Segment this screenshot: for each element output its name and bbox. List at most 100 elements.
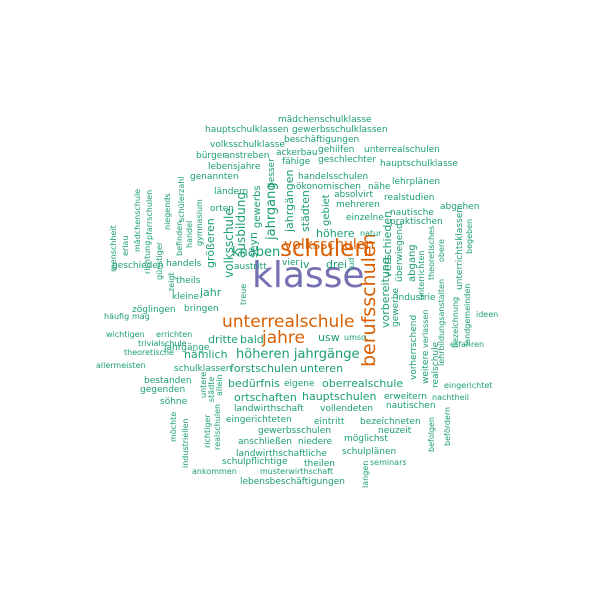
- word-nachtheil: nachtheil: [432, 393, 470, 402]
- word-erlau: erlau: [121, 235, 130, 256]
- word-unterrichtsklassen: unterrichtsklassen: [455, 207, 465, 290]
- word-jahrgang: jahrgang: [264, 182, 279, 240]
- word-hauptschulklasse: hauptschulklasse: [380, 159, 458, 169]
- word-drei: drei: [326, 258, 348, 271]
- word-weitere: weitere: [421, 350, 431, 384]
- word-oekonomischen: ökonomischen: [296, 182, 361, 192]
- word-verlassen: verlassen: [421, 309, 430, 348]
- word-eingerichteten: eingerichteten: [226, 415, 292, 425]
- word-staedten: städten: [299, 190, 312, 232]
- word-zoeglingen: zöglingen: [132, 305, 176, 315]
- word-handels: handels: [166, 259, 202, 269]
- word-vier: vier: [282, 258, 300, 268]
- word-hauptschulklassen: hauptschulklassen: [205, 125, 289, 135]
- word-theoretisches: theoretisches: [427, 225, 436, 280]
- word-orten: orten: [210, 204, 234, 214]
- word-austritt: austritt: [234, 262, 267, 272]
- word-obere: obere: [437, 239, 446, 262]
- word-geschieden: geschieden: [112, 261, 164, 271]
- word-theilen: theilen: [304, 459, 336, 469]
- word-treue: treue: [239, 283, 248, 305]
- word-naehe: nähe: [368, 182, 391, 192]
- word-landwirthschaft: landwirthschaft: [234, 404, 304, 414]
- word-vorherrschend: vorherrschend: [409, 314, 419, 380]
- word-gewerbs: gewerbs: [252, 185, 263, 229]
- word-buerger: bürger: [196, 151, 226, 161]
- word-gewerbsschulen: gewerbsschulen: [258, 426, 332, 436]
- word-beduerfnis: bedürfnis: [228, 377, 280, 390]
- word-befinden: befinden: [175, 220, 184, 256]
- word-handel: handel: [185, 220, 194, 248]
- word-naemlich: nämlich: [184, 348, 228, 361]
- word-eintritt: eintritt: [314, 417, 345, 427]
- word-maedchenschule: mädchenschule: [133, 188, 142, 252]
- word-genannten: genannten: [190, 172, 239, 182]
- word-pfarrschulen: pfarrschulen: [145, 189, 154, 240]
- word-lehrbildungsanstalten: lehrbildungsanstalten: [437, 278, 446, 366]
- word-schulpflichtige: schulpflichtige: [222, 457, 288, 467]
- word-theoretische: theoretische: [124, 348, 174, 357]
- word-niedere: niedere: [298, 437, 333, 447]
- word-vollendeten: vollendeten: [320, 404, 374, 414]
- word-ankommen: ankommen: [192, 467, 237, 476]
- word-gymnasium: gymnasium: [195, 199, 204, 246]
- word-oberrealschule: oberrealschule: [322, 377, 404, 390]
- word-bestanden: bestanden: [144, 376, 192, 386]
- word-erweitern: erweitern: [384, 392, 427, 402]
- word-absolvirt: absolvirt: [334, 190, 373, 200]
- word-laendern: ländern: [214, 187, 249, 197]
- word-praktischen: praktischen: [390, 217, 443, 227]
- word-berufsschulen: berufsschulen: [358, 233, 380, 367]
- word-industriellen: industriellen: [181, 418, 190, 468]
- word-zeigt: zeigt: [167, 272, 176, 292]
- word-ackerbau: ackerbau: [276, 148, 318, 158]
- word-dritte: dritte: [208, 333, 238, 346]
- word-seminars: seminars: [370, 458, 407, 467]
- word-industrie: industrie: [396, 293, 436, 303]
- word-mehreren: mehreren: [336, 200, 380, 210]
- word-allein: allein: [215, 374, 224, 396]
- word-volksschulklasse: volksschulklasse: [210, 140, 285, 150]
- word-umso: umso: [344, 333, 366, 342]
- word-jahrgaengen: jahrgängen: [283, 169, 296, 232]
- word-langen: langen: [361, 460, 370, 488]
- word-jahr: jahr: [200, 286, 222, 299]
- word-allermeisten: allermeisten: [96, 361, 146, 370]
- word-richtiger: richtiger: [203, 414, 212, 448]
- word-schuelerzahl: schülerzahl: [177, 176, 186, 222]
- word-errichten: errichten: [156, 330, 193, 339]
- word-eingerichtet: eingerichtet: [444, 381, 493, 390]
- word-schulklassen: schulklassen: [174, 364, 232, 374]
- word-befolgen: befolgen: [427, 416, 436, 452]
- word-volksschulen: volksschulen: [284, 237, 375, 253]
- word-kleine: kleine: [172, 292, 199, 302]
- word-haeufig: häufig: [104, 312, 130, 321]
- word-bezeichneten: bezeichneten: [360, 417, 421, 427]
- word-bezeichnung: bezeichnung: [451, 296, 460, 348]
- word-realschulen: realschulen: [213, 403, 222, 450]
- word-richtung: richtung: [143, 240, 152, 274]
- word-gegenden: gegenden: [140, 385, 186, 395]
- word-usw: usw: [318, 331, 340, 344]
- word-groesseren: größeren: [204, 218, 217, 268]
- word-hauptschulen: hauptschulen: [302, 390, 377, 403]
- word-vorbereitung: vorbereitung: [379, 257, 392, 328]
- word-theils: theils: [176, 276, 201, 286]
- word-ideen: ideen: [476, 310, 499, 319]
- word-jahre: jahre: [262, 328, 305, 348]
- word-unteren: unteren: [300, 362, 344, 375]
- word-gehilfen: gehilfen: [318, 145, 355, 155]
- word-musterwirthschaft: musterwirthschaft: [260, 467, 333, 476]
- word-ortschaften: ortschaften: [234, 391, 297, 404]
- word-beschaeftigungen: beschäftigungen: [284, 135, 360, 145]
- word-unterrealschulen: unterrealschulen: [364, 145, 440, 155]
- word-mag: mag: [132, 312, 150, 321]
- word-ueberwiegend: überwiegend: [395, 223, 405, 282]
- word-moechte: möchte: [169, 411, 178, 442]
- word-maedchenschulklasse: mädchenschulklasse: [278, 115, 372, 125]
- word-lebensjahre: lebensjahre: [208, 162, 261, 172]
- word-trivialschule: trivialschule: [138, 339, 187, 348]
- word-unterrealschule: unterrealschule: [222, 312, 355, 332]
- word-begeben: begeben: [465, 218, 474, 254]
